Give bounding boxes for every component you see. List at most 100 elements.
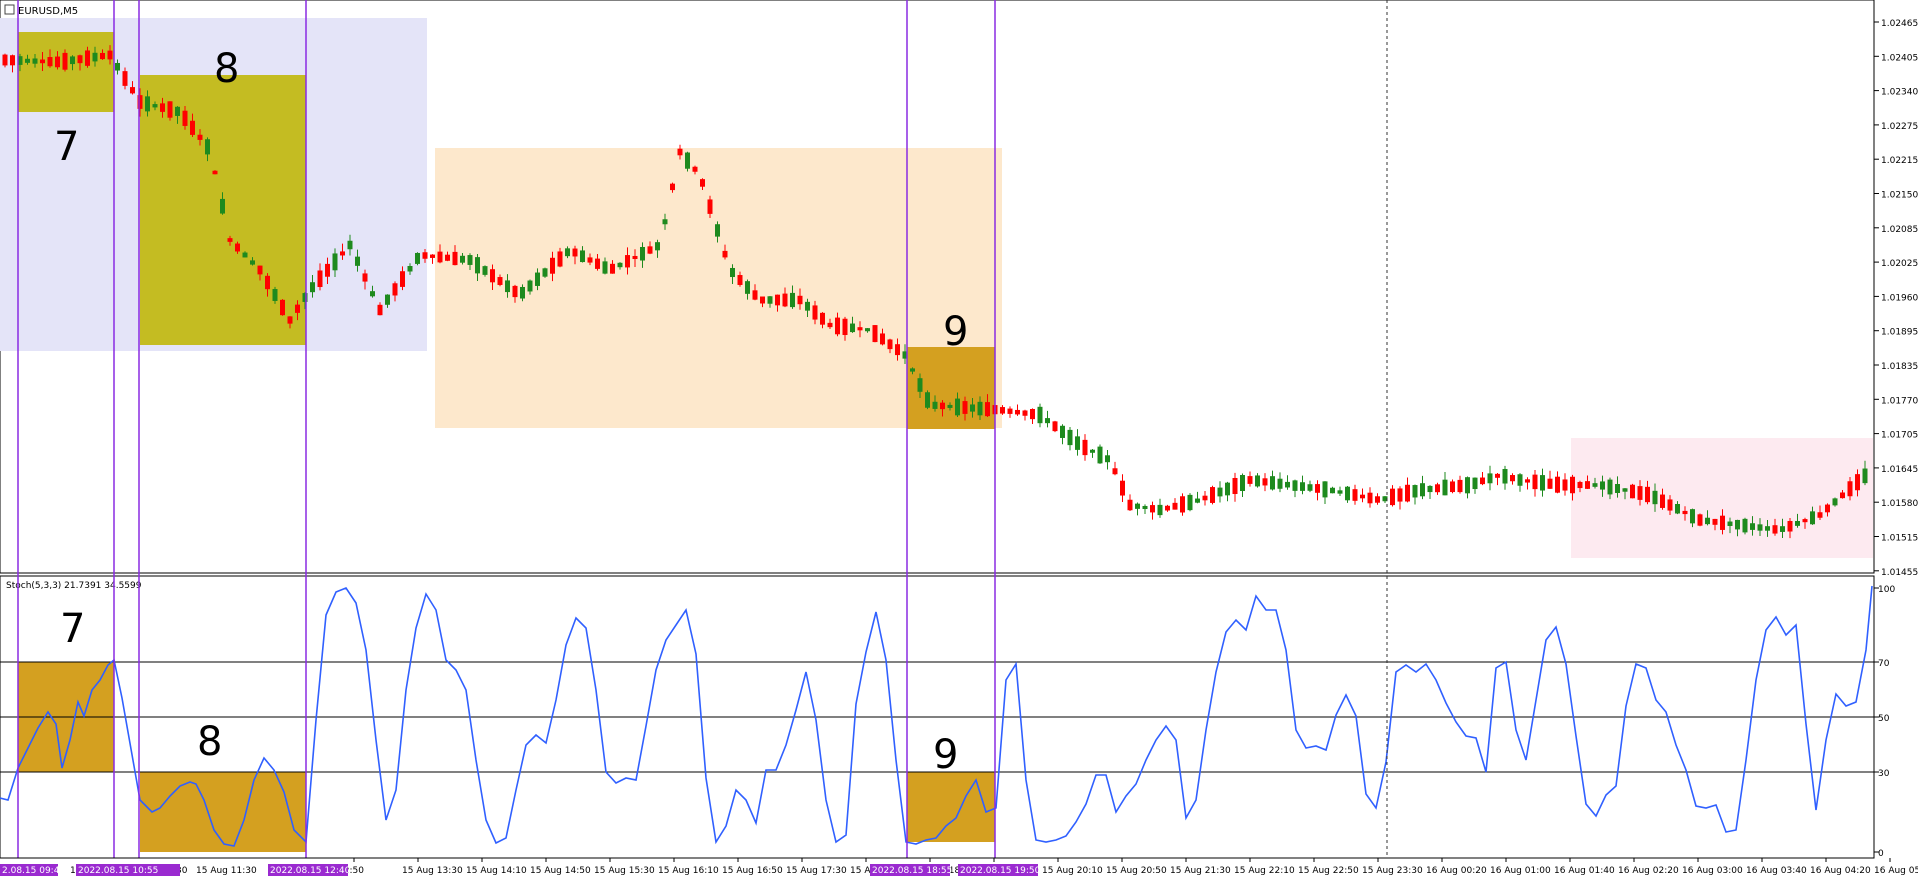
candle-body bbox=[767, 296, 773, 304]
candle-body bbox=[257, 265, 263, 275]
candle-body bbox=[1255, 475, 1260, 487]
candle-body bbox=[1375, 496, 1380, 503]
range-box-pink bbox=[1571, 438, 1873, 558]
time-tick-label: 15 Aug 23:30 bbox=[1362, 866, 1423, 876]
candle-body bbox=[1112, 468, 1118, 475]
candle-body bbox=[1315, 484, 1320, 493]
candle-body bbox=[677, 148, 683, 156]
candle-body bbox=[227, 238, 233, 242]
symbol-icon bbox=[4, 4, 15, 15]
candle-body bbox=[1285, 481, 1290, 488]
candle-body bbox=[580, 250, 585, 263]
candle-body bbox=[1742, 518, 1748, 533]
candle-body bbox=[707, 199, 713, 214]
candle-body bbox=[1502, 468, 1508, 484]
candle-body bbox=[1330, 487, 1335, 494]
candle-body bbox=[145, 96, 150, 112]
candle-body bbox=[115, 62, 120, 71]
candle-body bbox=[1090, 449, 1095, 453]
candle-body bbox=[647, 246, 653, 254]
candle-body bbox=[152, 104, 158, 108]
vline-time-label-bg bbox=[76, 864, 180, 876]
candle-body bbox=[1322, 481, 1328, 498]
price-panel[interactable]: 7 8 9 EURUSD,M5 bbox=[0, 0, 1875, 574]
candle-body bbox=[400, 271, 405, 287]
candle-body bbox=[1412, 485, 1418, 498]
candle-body bbox=[1540, 475, 1545, 491]
time-tick-label: 16 Aug 01:00 bbox=[1490, 866, 1551, 876]
candle-body bbox=[197, 134, 203, 140]
candle-body bbox=[1180, 496, 1185, 513]
candle-body bbox=[1007, 408, 1013, 414]
candle-body bbox=[1277, 478, 1283, 489]
candle-body bbox=[1847, 481, 1853, 497]
candle-body bbox=[865, 328, 870, 332]
candle-body bbox=[280, 299, 285, 316]
candle-body bbox=[1705, 517, 1710, 525]
candle-body bbox=[910, 368, 915, 372]
candle-body bbox=[1397, 488, 1403, 502]
candle-body bbox=[1082, 439, 1088, 456]
candle-body bbox=[100, 52, 105, 60]
candle-body bbox=[557, 251, 563, 267]
candle-body bbox=[85, 50, 90, 66]
candle-body bbox=[1750, 523, 1755, 530]
candle-body bbox=[2, 54, 8, 66]
candle-body bbox=[1607, 479, 1613, 495]
candle-body bbox=[1637, 486, 1643, 500]
candle-body bbox=[1052, 421, 1058, 432]
candle-body bbox=[175, 106, 180, 116]
candle-body bbox=[1015, 409, 1020, 415]
candle-body bbox=[602, 261, 608, 274]
zone-label-7: 7 bbox=[54, 124, 79, 170]
candle-body bbox=[1660, 494, 1665, 508]
candle-body bbox=[167, 101, 173, 118]
candle-body bbox=[1795, 521, 1800, 526]
candle-body bbox=[1142, 505, 1148, 510]
candle-body bbox=[1562, 479, 1568, 491]
candle-body bbox=[62, 52, 68, 70]
time-tick-label: 15 Aug 15:30 bbox=[594, 866, 655, 876]
candle-body bbox=[160, 103, 165, 112]
price-tick-label: 1.02085 bbox=[1881, 225, 1918, 235]
candle-body bbox=[190, 120, 195, 135]
candle-body bbox=[1427, 485, 1433, 493]
vline-time-label: 2022.08.15 18:55 bbox=[872, 866, 952, 876]
candle-body bbox=[940, 402, 945, 410]
time-tick-label: 16 Aug 03:40 bbox=[1746, 866, 1807, 876]
time-tick-label: 16 Aug 02:20 bbox=[1618, 866, 1679, 876]
price-tick-label: 1.01960 bbox=[1881, 293, 1918, 303]
candle-body bbox=[205, 139, 210, 155]
candle-body bbox=[332, 253, 338, 271]
time-tick-label: 16 Aug 01:40 bbox=[1554, 866, 1615, 876]
candle-body bbox=[1105, 455, 1110, 463]
candle-body bbox=[1517, 474, 1523, 486]
stoch-zone-label-7: 7 bbox=[60, 606, 85, 652]
candle-body bbox=[1060, 425, 1065, 438]
stochastic-panel[interactable]: 7 8 9 Stoch(5,3,3) 21.7391 34.5599 bbox=[0, 575, 1875, 859]
candle-body bbox=[932, 401, 938, 409]
candle-body bbox=[430, 254, 435, 258]
candle-body bbox=[1712, 518, 1718, 525]
zone-label-9: 9 bbox=[943, 309, 968, 355]
stoch-level-label: 30 bbox=[1878, 769, 1890, 779]
candle-body bbox=[1247, 476, 1253, 484]
candle-body bbox=[895, 344, 900, 356]
vline-time-label-bg bbox=[0, 864, 58, 876]
candle-body bbox=[347, 240, 353, 250]
candle-body bbox=[107, 50, 113, 60]
candle-body bbox=[1187, 494, 1193, 511]
candle-body bbox=[1525, 479, 1530, 483]
candle-body bbox=[662, 219, 668, 225]
price-axis: 1.02465 1.02405 1.02340 1.02275 1.02215 1.021… bbox=[1874, 19, 1918, 578]
price-tick-label: 1.02465 bbox=[1881, 19, 1918, 29]
candle-body bbox=[1727, 521, 1733, 526]
candle-body bbox=[700, 179, 705, 187]
zone-7-box bbox=[18, 32, 114, 112]
time-tick-label: 15 Aug 13:30 bbox=[402, 866, 463, 876]
candlesticks bbox=[2, 45, 1868, 539]
candle-body bbox=[790, 292, 795, 308]
time-tick-label: 16 Aug 05:00 bbox=[1874, 866, 1918, 876]
